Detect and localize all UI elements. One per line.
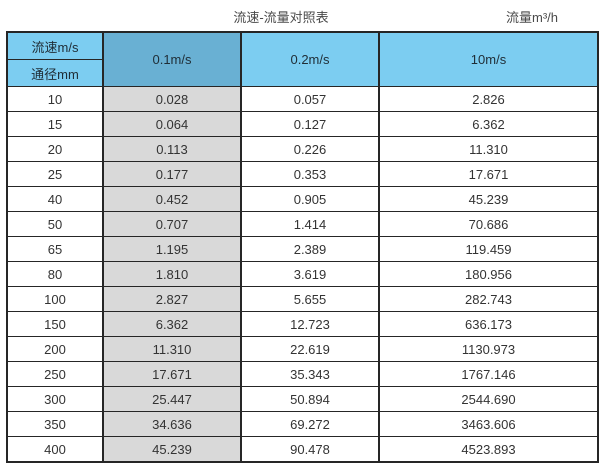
flow-value-cell: 1.414 (240, 211, 380, 237)
flow-value-cell: 12.723 (240, 311, 380, 337)
flow-value-cell: 50.894 (240, 386, 380, 412)
table-row: 400 45.239 90.478 4523.893 (6, 436, 599, 463)
flow-value-cell: 636.173 (378, 311, 599, 337)
diameter-cell: 10 (6, 86, 104, 112)
table-row: 65 1.195 2.389 119.459 (6, 236, 599, 262)
table-row: 50 0.707 1.414 70.686 (6, 211, 599, 237)
diameter-cell: 80 (6, 261, 104, 287)
flow-value-cell: 17.671 (378, 161, 599, 187)
flow-value-cell: 3.619 (240, 261, 380, 287)
flow-value-cell: 1130.973 (378, 336, 599, 362)
table-row: 10 0.028 0.057 2.826 (6, 86, 599, 112)
flow-value-cell: 0.226 (240, 136, 380, 162)
diameter-cell: 400 (6, 436, 104, 463)
table-row: 300 25.447 50.894 2544.690 (6, 386, 599, 412)
flow-value-cell: 25.447 (102, 386, 242, 412)
flow-value-cell: 2.827 (102, 286, 242, 312)
flow-value-cell: 11.310 (378, 136, 599, 162)
flow-value-cell: 34.636 (102, 411, 242, 437)
col-header-0-1: 0.1m/s (102, 31, 242, 87)
title-bar: 流速-流量对照表 流量m³/h (0, 0, 600, 31)
diameter-cell: 300 (6, 386, 104, 412)
flow-value-cell: 6.362 (102, 311, 242, 337)
flow-value-cell: 180.956 (378, 261, 599, 287)
header-row-top: 流速m/s 0.1m/s 0.2m/s 10m/s (6, 31, 599, 87)
diameter-cell: 150 (6, 311, 104, 337)
table-title: 流速-流量对照表 (233, 10, 329, 25)
flow-value-cell: 0.113 (102, 136, 242, 162)
flow-value-cell: 0.064 (102, 111, 242, 137)
table-row: 150 6.362 12.723 636.173 (6, 311, 599, 337)
flow-value-cell: 70.686 (378, 211, 599, 237)
flow-value-cell: 4523.893 (378, 436, 599, 463)
diameter-cell: 200 (6, 336, 104, 362)
table-header: 流速m/s 0.1m/s 0.2m/s 10m/s 通径mm (6, 31, 599, 87)
flow-value-cell: 3463.606 (378, 411, 599, 437)
table-body: 10 0.028 0.057 2.826 15 0.064 0.127 6.362 20 0.11… (6, 86, 599, 463)
flow-value-cell: 0.177 (102, 161, 242, 187)
flow-value-cell: 35.343 (240, 361, 380, 387)
flow-value-cell: 2544.690 (378, 386, 599, 412)
flow-value-cell: 0.127 (240, 111, 380, 137)
diameter-cell: 20 (6, 136, 104, 162)
flow-value-cell: 0.707 (102, 211, 242, 237)
diameter-cell: 25 (6, 161, 104, 187)
table-row: 40 0.452 0.905 45.239 (6, 186, 599, 212)
table-row: 250 17.671 35.343 1767.146 (6, 361, 599, 387)
diameter-cell: 100 (6, 286, 104, 312)
table-row: 350 34.636 69.272 3463.606 (6, 411, 599, 437)
flow-value-cell: 119.459 (378, 236, 599, 262)
diameter-cell: 15 (6, 111, 104, 137)
diameter-cell: 250 (6, 361, 104, 387)
flow-value-cell: 0.028 (102, 86, 242, 112)
diameter-cell: 350 (6, 411, 104, 437)
corner-diameter-label: 通径mm (6, 59, 104, 87)
flow-value-cell: 1.195 (102, 236, 242, 262)
flow-value-cell: 0.057 (240, 86, 380, 112)
col-header-10: 10m/s (378, 31, 599, 87)
diameter-cell: 65 (6, 236, 104, 262)
flow-value-cell: 6.362 (378, 111, 599, 137)
flow-value-cell: 0.905 (240, 186, 380, 212)
flow-value-cell: 1767.146 (378, 361, 599, 387)
flow-value-cell: 22.619 (240, 336, 380, 362)
flow-value-cell: 282.743 (378, 286, 599, 312)
flow-unit-label: 流量m³/h (505, 10, 558, 25)
flow-value-cell: 0.452 (102, 186, 242, 212)
flow-value-cell: 5.655 (240, 286, 380, 312)
col-header-0-2: 0.2m/s (240, 31, 380, 87)
flow-value-cell: 1.810 (102, 261, 242, 287)
diameter-cell: 50 (6, 211, 104, 237)
flow-value-cell: 45.239 (378, 186, 599, 212)
table-row: 100 2.827 5.655 282.743 (6, 286, 599, 312)
flow-table: 流速m/s 0.1m/s 0.2m/s 10m/s 通径mm 10 0.028 0.… (6, 31, 599, 463)
flow-value-cell: 2.389 (240, 236, 380, 262)
corner-velocity-label: 流速m/s (6, 31, 104, 60)
flow-value-cell: 2.826 (378, 86, 599, 112)
flow-value-cell: 11.310 (102, 336, 242, 362)
table-row: 80 1.810 3.619 180.956 (6, 261, 599, 287)
flow-value-cell: 69.272 (240, 411, 380, 437)
flow-value-cell: 45.239 (102, 436, 242, 463)
header-row-bottom: 通径mm (6, 59, 598, 87)
table-row: 15 0.064 0.127 6.362 (6, 111, 599, 137)
flow-value-cell: 90.478 (240, 436, 380, 463)
flow-value-cell: 17.671 (102, 361, 242, 387)
flow-value-cell: 0.353 (240, 161, 380, 187)
table-row: 200 11.310 22.619 1130.973 (6, 336, 599, 362)
table-row: 25 0.177 0.353 17.671 (6, 161, 599, 187)
diameter-cell: 40 (6, 186, 104, 212)
table-row: 20 0.113 0.226 11.310 (6, 136, 599, 162)
